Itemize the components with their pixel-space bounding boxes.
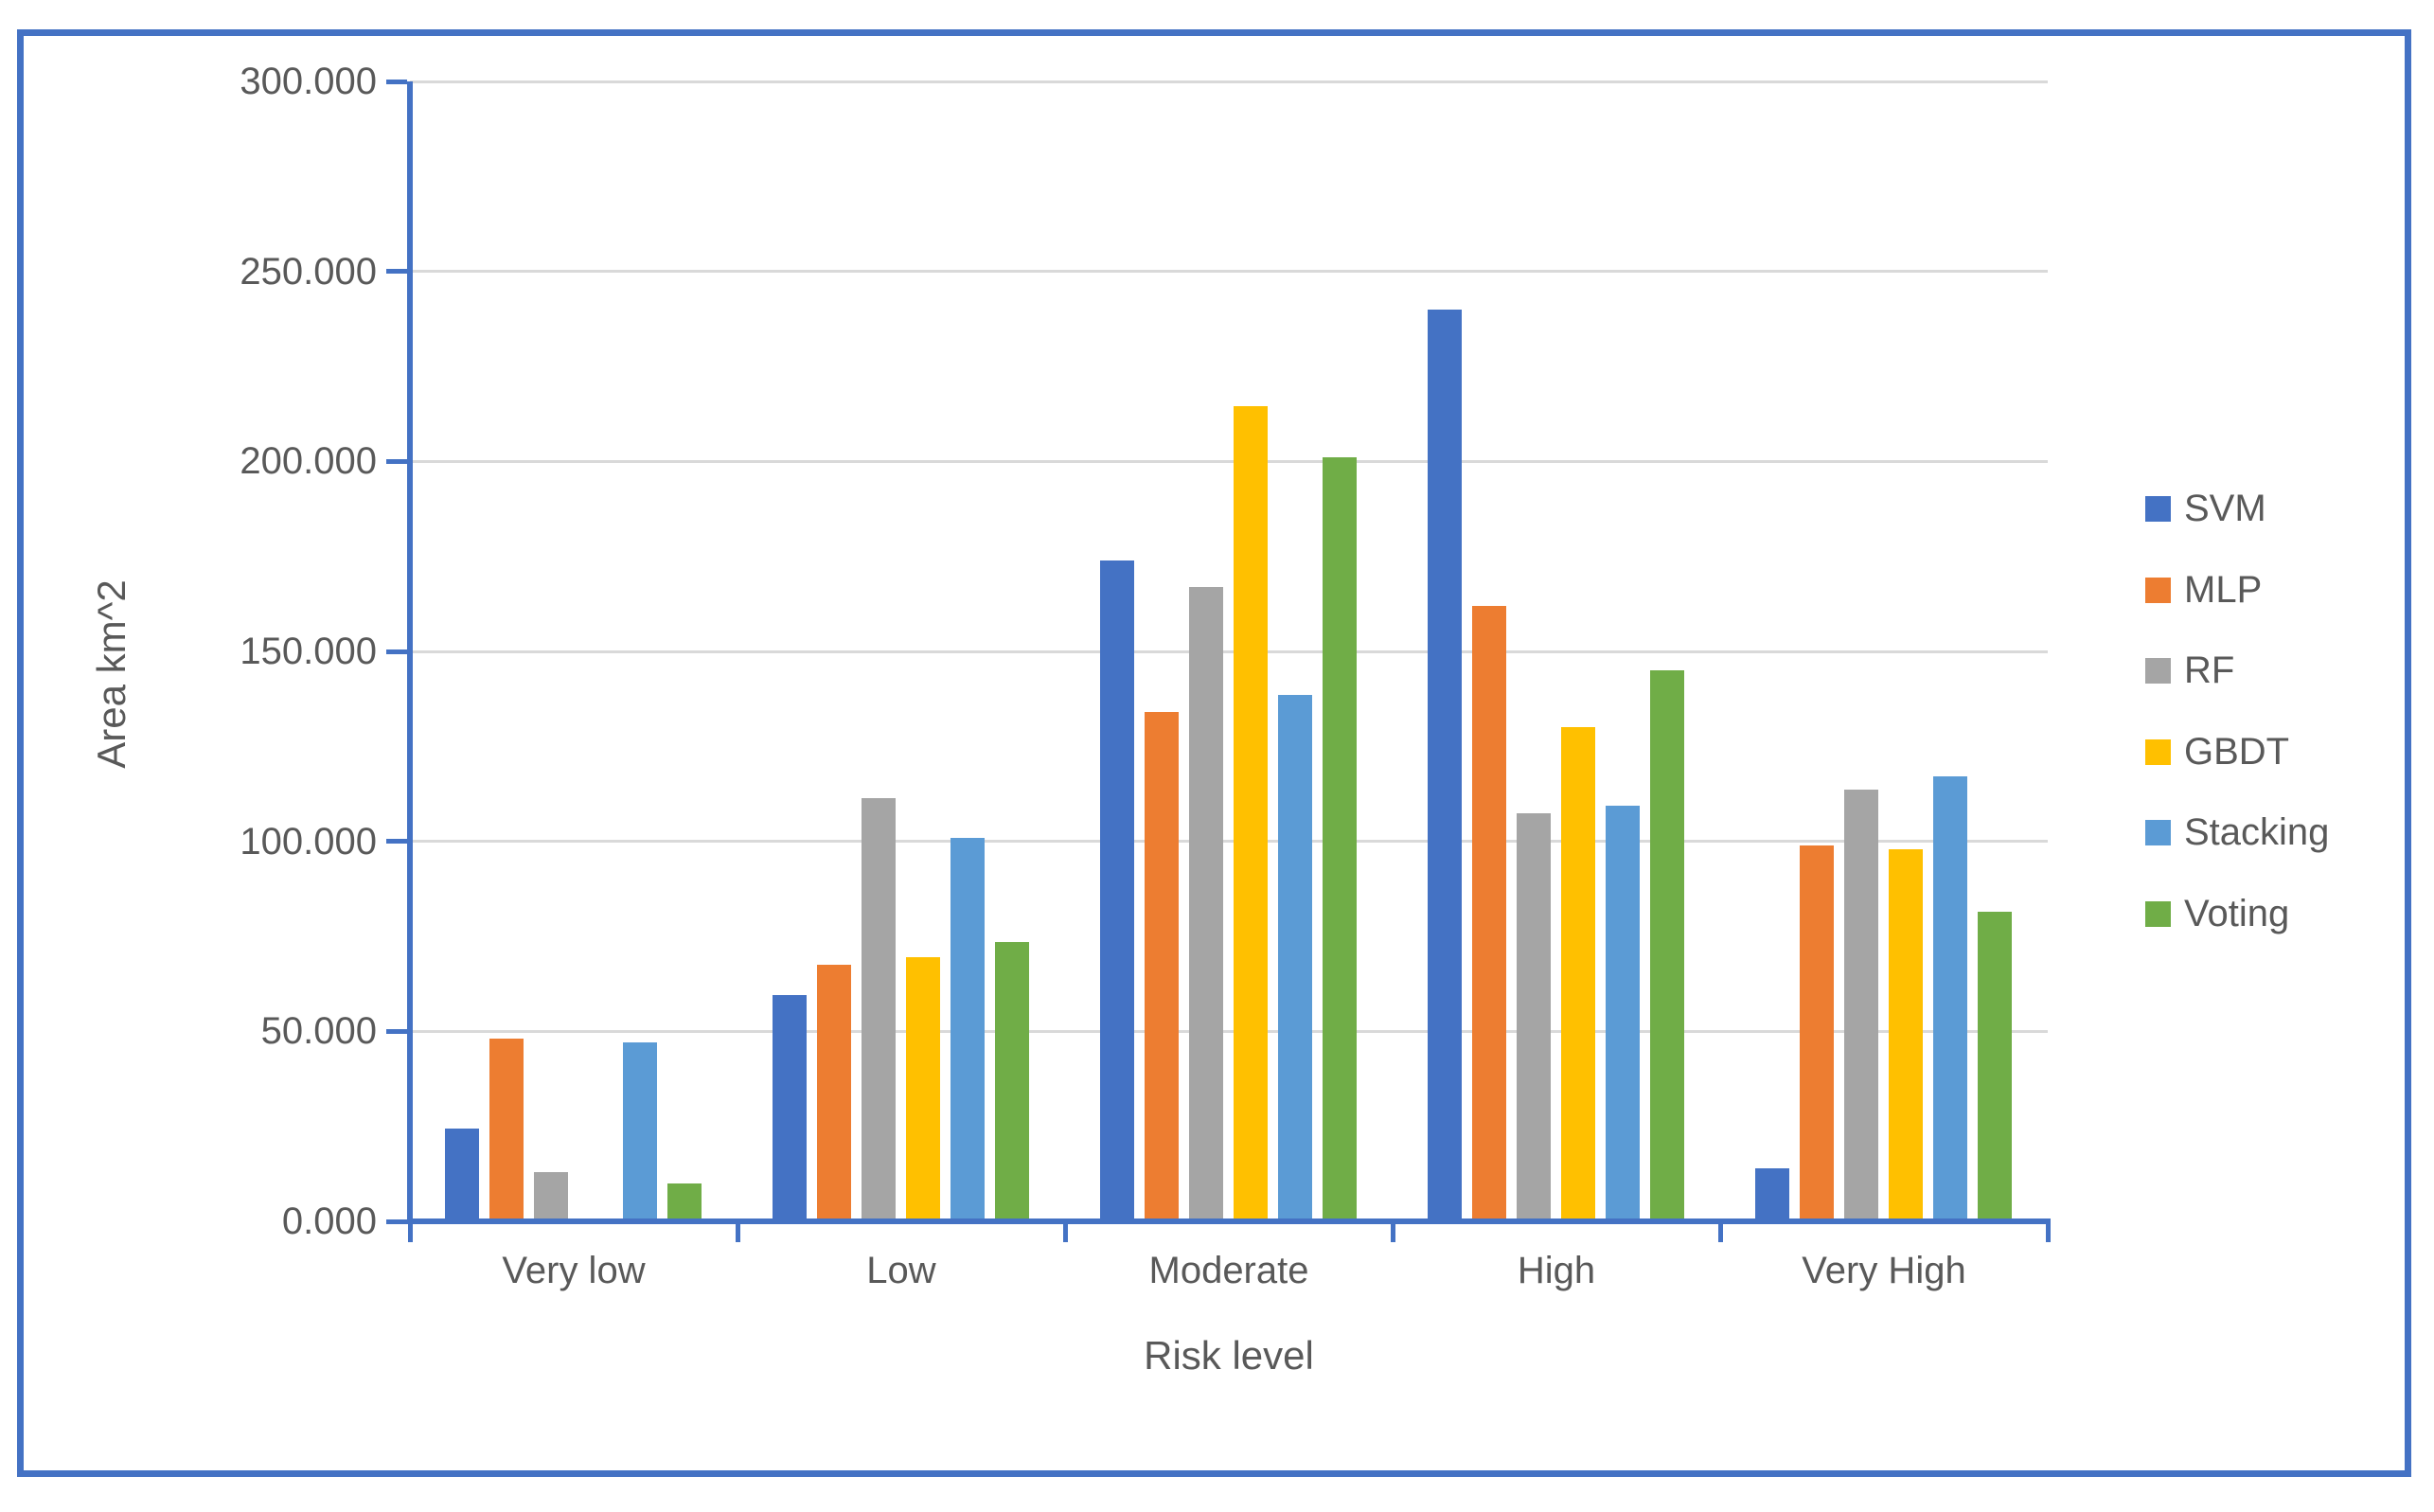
y-tick-label: 200.000 bbox=[240, 440, 377, 483]
bar-voting-low bbox=[995, 942, 1029, 1221]
legend-item-rf: RF bbox=[2145, 649, 2234, 691]
x-axis-tick bbox=[2045, 1221, 2051, 1242]
gridline bbox=[410, 459, 2048, 463]
legend-swatch-rf bbox=[2145, 657, 2171, 684]
x-category-label: Very low bbox=[502, 1250, 646, 1291]
y-axis-tick bbox=[386, 1218, 407, 1224]
x-category-label: Low bbox=[866, 1250, 936, 1291]
legend-swatch-gbdt bbox=[2145, 738, 2171, 765]
legend-item-gbdt: GBDT bbox=[2145, 731, 2289, 773]
x-axis-title: Risk level bbox=[1144, 1333, 1314, 1378]
legend-label: RF bbox=[2184, 649, 2235, 691]
legend-swatch-stacking bbox=[2145, 819, 2171, 845]
legend-label: Stacking bbox=[2184, 811, 2330, 853]
y-axis-tick bbox=[386, 1028, 407, 1034]
y-tick-label: 0.000 bbox=[281, 1201, 377, 1242]
bar-svm-moderate bbox=[1100, 560, 1134, 1221]
gridline bbox=[410, 1029, 2048, 1033]
legend-label: Voting bbox=[2184, 893, 2290, 934]
bar-stacking-moderate bbox=[1278, 695, 1312, 1221]
legend-item-svm: SVM bbox=[2145, 488, 2266, 529]
x-axis-tick bbox=[1717, 1221, 1723, 1242]
legend-label: SVM bbox=[2184, 488, 2266, 529]
x-axis-line bbox=[407, 1218, 2051, 1224]
bar-stacking-very-low bbox=[623, 1042, 657, 1221]
legend-item-mlp: MLP bbox=[2145, 569, 2262, 611]
gridline bbox=[410, 270, 2048, 274]
bar-stacking-low bbox=[951, 837, 985, 1221]
bar-svm-low bbox=[773, 995, 807, 1221]
legend-item-stacking: Stacking bbox=[2145, 811, 2329, 853]
y-tick-label: 150.000 bbox=[240, 631, 377, 672]
bar-gbdt-low bbox=[906, 957, 940, 1221]
bar-voting-very-low bbox=[667, 1183, 702, 1221]
x-category-label: Moderate bbox=[1148, 1250, 1309, 1291]
y-tick-label: 300.000 bbox=[240, 61, 377, 102]
y-axis-line bbox=[407, 81, 413, 1221]
bar-svm-very-low bbox=[445, 1128, 479, 1221]
gridline bbox=[410, 649, 2048, 653]
x-category-label: Very High bbox=[1802, 1250, 1966, 1291]
y-axis-tick bbox=[386, 79, 407, 84]
y-tick-label: 100.000 bbox=[240, 820, 377, 863]
legend-swatch-mlp bbox=[2145, 577, 2171, 603]
legend-label: GBDT bbox=[2184, 731, 2290, 773]
bar-voting-high bbox=[1650, 670, 1684, 1221]
y-tick-label: 50.000 bbox=[260, 1010, 377, 1053]
y-axis-tick bbox=[386, 649, 407, 654]
bar-mlp-low bbox=[817, 965, 851, 1221]
legend-label: MLP bbox=[2184, 569, 2263, 611]
bar-svm-very-high bbox=[1755, 1167, 1789, 1221]
bar-rf-low bbox=[862, 797, 896, 1221]
bar-mlp-high bbox=[1472, 605, 1506, 1221]
bar-mlp-moderate bbox=[1145, 712, 1179, 1221]
bar-rf-very-high bbox=[1844, 790, 1878, 1221]
legend-item-voting: Voting bbox=[2145, 893, 2289, 934]
bar-stacking-high bbox=[1606, 805, 1640, 1221]
bar-mlp-very-low bbox=[489, 1039, 524, 1221]
gridline bbox=[410, 80, 2048, 83]
x-axis-tick bbox=[735, 1221, 740, 1242]
bar-mlp-very-high bbox=[1800, 845, 1834, 1221]
bar-gbdt-moderate bbox=[1234, 406, 1268, 1221]
legend-swatch-voting bbox=[2145, 900, 2171, 927]
x-axis-tick bbox=[1062, 1221, 1068, 1242]
bar-gbdt-high bbox=[1561, 727, 1595, 1221]
bar-rf-moderate bbox=[1189, 586, 1223, 1221]
bar-gbdt-very-high bbox=[1889, 848, 1923, 1221]
bar-rf-very-low bbox=[534, 1171, 568, 1221]
bar-voting-very-high bbox=[1978, 911, 2012, 1221]
bar-rf-high bbox=[1517, 812, 1551, 1221]
x-category-label: High bbox=[1517, 1250, 1596, 1291]
y-axis-title: Area km^2 bbox=[89, 579, 133, 769]
x-axis-tick bbox=[407, 1221, 413, 1242]
bar-stacking-very-high bbox=[1933, 776, 1967, 1221]
y-axis-tick bbox=[386, 269, 407, 275]
y-tick-label: 250.000 bbox=[240, 250, 377, 293]
gridline bbox=[410, 840, 2048, 844]
y-axis-tick bbox=[386, 839, 407, 845]
x-axis-tick bbox=[1390, 1221, 1395, 1242]
bar-voting-moderate bbox=[1323, 457, 1357, 1221]
legend-swatch-svm bbox=[2145, 495, 2171, 522]
y-axis-tick bbox=[386, 458, 407, 464]
bar-svm-high bbox=[1428, 309, 1462, 1221]
